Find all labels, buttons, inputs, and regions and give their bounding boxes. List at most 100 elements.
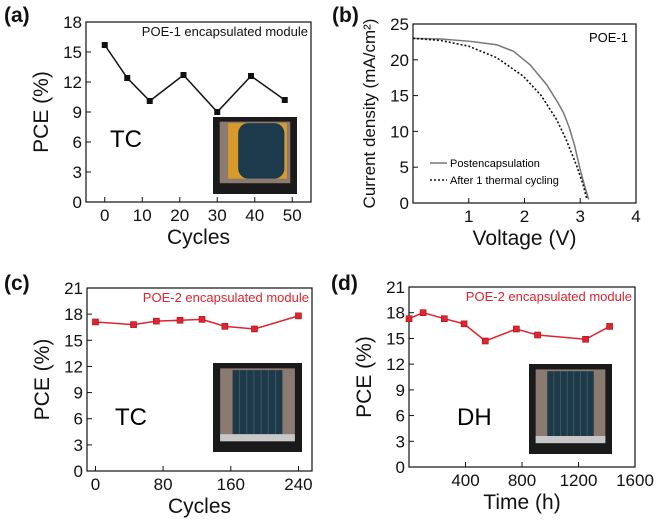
data-point (180, 72, 187, 78)
panel-b: (b) 1 2 3 4 0 5 10 15 20 25 Voltage (V) Current dens… (332, 4, 641, 250)
x-tick-label: 800 (508, 471, 536, 490)
x-tick-label: 0 (100, 206, 109, 225)
x-axis-title: Voltage (V) (473, 227, 577, 250)
legend-label: Postencapsulation (450, 158, 540, 170)
module-photo-inset (213, 363, 302, 452)
module-photo-inset (213, 117, 297, 194)
y-axis-title: PCE (%) (353, 336, 376, 418)
y-tick-label: 9 (396, 381, 405, 400)
x-tick-label: 4 (631, 207, 640, 226)
y-tick-label: 15 (64, 331, 83, 350)
y-tick-label: 3 (396, 432, 405, 451)
data-point (481, 337, 489, 345)
y-tick-label: 5 (400, 158, 409, 177)
series-line-0 (412, 37, 590, 200)
x-tick-label: 1 (464, 207, 473, 226)
data-point (176, 316, 184, 324)
panel-label: (c) (4, 272, 30, 295)
data-point (146, 98, 153, 104)
y-tick-label: 0 (396, 458, 405, 477)
x-axis-title: Cycles (168, 495, 231, 518)
data-point (534, 331, 541, 339)
y-tick-label: 3 (73, 163, 82, 182)
y-axis-title: PCE (%) (31, 339, 54, 421)
data-point (419, 309, 427, 317)
y-tick-label: 15 (63, 43, 82, 62)
annotation: POE-1 encapsulated module (142, 24, 308, 39)
y-tick-label: 3 (74, 436, 83, 455)
annotation: POE-2 encapsulated module (466, 289, 632, 304)
y-tick-label: 21 (386, 278, 405, 297)
module-photo-inset (529, 364, 612, 454)
data-point (606, 323, 613, 330)
data-point (441, 315, 448, 323)
panel-a: (a) 0 10 20 30 40 50 0 3 6 9 12 15 18 Cycles PCE (%) POE… (4, 4, 312, 249)
data-point (101, 42, 108, 48)
x-tick-label: 3 (576, 207, 585, 226)
series-line (104, 44, 286, 114)
series-line (95, 315, 299, 330)
x-axis-title: Time (h) (483, 491, 560, 514)
y-tick-label: 25 (390, 15, 409, 34)
panel-label: (b) (332, 4, 359, 27)
panel-label: (a) (4, 4, 30, 27)
y-tick-label: 0 (73, 193, 82, 212)
x-tick-label: 80 (154, 475, 173, 494)
legend-label: After 1 thermal cycling (450, 175, 559, 187)
y-tick-label: 6 (73, 133, 82, 152)
y-tick-label: 18 (64, 305, 83, 324)
annotation: POE-2 encapsulated module (143, 290, 309, 305)
x-tick-label: 10 (133, 206, 152, 225)
condition-label: TC (110, 126, 142, 153)
panel-label: (d) (331, 272, 358, 295)
y-tick-label: 12 (64, 357, 83, 376)
data-point (221, 323, 229, 330)
y-tick-label: 18 (63, 13, 82, 32)
condition-label: TC (115, 404, 147, 431)
y-tick-label: 21 (64, 279, 83, 298)
x-tick-label: 160 (217, 475, 245, 494)
x-tick-label: 50 (283, 206, 302, 225)
y-tick-label: 6 (74, 410, 83, 429)
x-tick-label: 30 (208, 206, 227, 225)
x-tick-label: 40 (245, 206, 264, 225)
data-point (248, 73, 254, 79)
data-point (281, 97, 288, 103)
y-axis-title: PCE (%) (30, 71, 53, 153)
y-axis-title: Current density (mA/cm²) (360, 19, 379, 209)
data-point (405, 315, 413, 323)
series-line (408, 311, 610, 342)
data-point (582, 335, 589, 343)
x-tick-label: 2 (520, 207, 529, 226)
x-tick-label: 400 (451, 471, 479, 490)
y-tick-label: 15 (386, 329, 405, 348)
data-point (130, 321, 137, 328)
data-point (460, 320, 468, 328)
x-tick-label: 0 (91, 475, 100, 494)
data-point (92, 318, 99, 326)
series-line-1 (412, 37, 588, 200)
y-tick-label: 20 (390, 51, 409, 70)
x-tick-label: 1600 (616, 471, 654, 490)
y-tick-label: 9 (74, 384, 83, 403)
data-point (124, 75, 131, 81)
data-point (214, 109, 221, 115)
x-tick-label: 240 (284, 475, 312, 494)
x-axis-title: Cycles (167, 226, 230, 249)
annotation: POE-1 (589, 30, 628, 45)
y-tick-label: 18 (386, 304, 405, 323)
y-tick-label: 12 (386, 355, 405, 374)
x-tick-label: 20 (170, 206, 189, 225)
panel-d: (d) 400 800 1200 1600 0 3 6 9 12 15 18 21 Time (h) PCE… (331, 272, 654, 514)
condition-label: DH (457, 404, 492, 431)
x-tick-label: 1200 (560, 471, 598, 490)
panel-c: (c) 0 80 160 240 0 3 6 9 12 15 18 21 Cycles PCE (%) POE… (4, 272, 313, 518)
y-tick-label: 12 (63, 73, 82, 92)
y-tick-label: 0 (74, 462, 83, 481)
plot-frame (86, 287, 313, 472)
y-tick-label: 10 (390, 122, 409, 141)
y-tick-label: 9 (73, 103, 82, 122)
data-point (513, 325, 520, 333)
y-tick-label: 0 (400, 194, 409, 213)
